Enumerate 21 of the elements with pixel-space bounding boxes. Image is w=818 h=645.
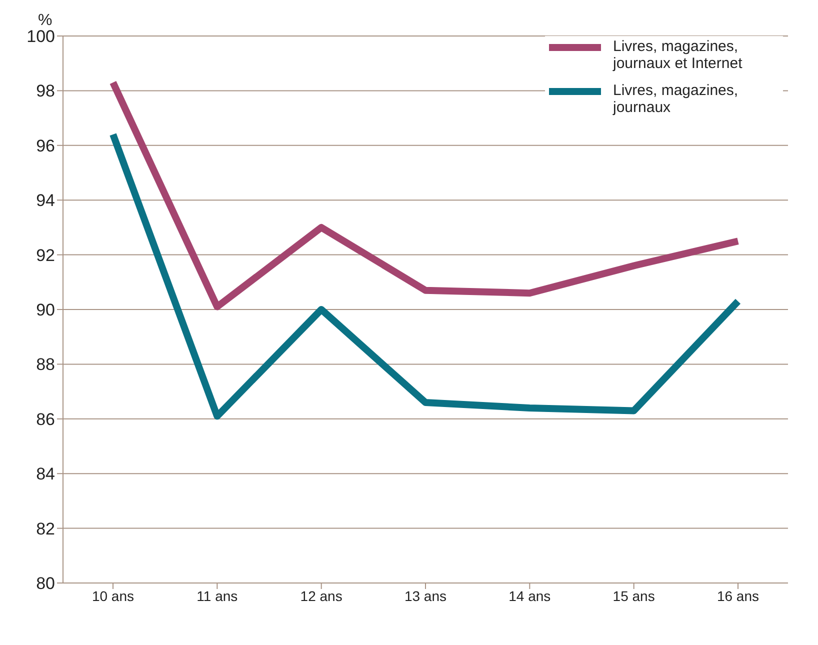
x-tick-label: 14 ans	[508, 588, 551, 604]
x-tick-label: 13 ans	[404, 588, 447, 604]
legend-label: Livres, magazines, journaux	[613, 82, 740, 116]
y-tick-label: 98	[36, 82, 55, 101]
y-tick-label: 92	[36, 246, 55, 265]
y-tick-label: 82	[36, 519, 55, 538]
x-tick-label: 15 ans	[612, 588, 655, 604]
legend-label: Livres, magazines, journaux et Internet	[613, 38, 744, 72]
y-tick-label: 96	[36, 136, 55, 156]
x-tick-label: 16 ans	[716, 588, 760, 604]
y-tick-label: 88	[36, 355, 55, 374]
y-tick-label: 94	[36, 191, 55, 210]
x-tick-label: 11 ans	[196, 588, 238, 604]
y-axis-title: %	[38, 12, 52, 30]
y-tick-label: 100	[26, 27, 55, 46]
x-tick-label: 10 ans	[92, 588, 134, 604]
y-tick-label: 86	[36, 410, 55, 429]
y-tick-label: 84	[36, 464, 55, 484]
y-tick-label: 80	[36, 574, 55, 594]
y-tick-label: 90	[36, 300, 55, 320]
x-tick-label: 12 ans	[300, 588, 342, 604]
